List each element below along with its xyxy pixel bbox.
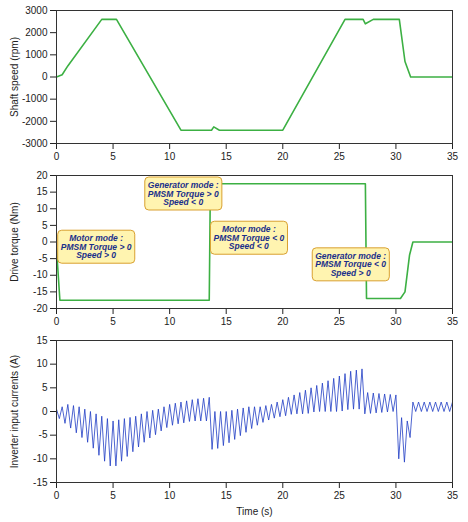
- svg-text:-10: -10: [33, 269, 48, 280]
- svg-text:-15: -15: [33, 286, 48, 297]
- svg-text:20: 20: [277, 490, 289, 501]
- svg-text:Time (s): Time (s): [236, 506, 272, 517]
- svg-text:Motor mode :PMSM Torque > 0Spe: Motor mode :PMSM Torque > 0Speed > 0: [61, 233, 132, 260]
- svg-text:-10: -10: [33, 453, 48, 464]
- svg-text:-3000: -3000: [22, 138, 48, 149]
- svg-text:5: 5: [110, 151, 116, 162]
- svg-text:15: 15: [221, 316, 233, 327]
- svg-text:10: 10: [164, 151, 176, 162]
- svg-text:Generator mode :PMSM Torque <: Generator mode :PMSM Torque < 0Speed > 0: [315, 251, 386, 278]
- svg-text:0: 0: [54, 490, 60, 501]
- svg-text:-15: -15: [33, 477, 48, 488]
- svg-text:20: 20: [277, 316, 289, 327]
- svg-text:20: 20: [36, 170, 48, 181]
- svg-text:10: 10: [36, 358, 48, 369]
- svg-text:35: 35: [447, 316, 459, 327]
- svg-text:5: 5: [110, 316, 116, 327]
- svg-text:-1000: -1000: [22, 93, 48, 104]
- svg-text:0: 0: [54, 316, 60, 327]
- svg-text:5: 5: [42, 220, 48, 231]
- svg-text:Inverter input currents (A): Inverter input currents (A): [9, 355, 20, 468]
- svg-text:3000: 3000: [25, 5, 48, 16]
- svg-text:10: 10: [36, 203, 48, 214]
- svg-text:15: 15: [36, 335, 48, 346]
- svg-text:0: 0: [54, 151, 60, 162]
- svg-text:-5: -5: [39, 429, 48, 440]
- svg-text:15: 15: [36, 186, 48, 197]
- svg-text:-2000: -2000: [22, 116, 48, 127]
- svg-text:10: 10: [164, 316, 176, 327]
- svg-text:5: 5: [110, 490, 116, 501]
- svg-text:Shaft speed (rpm): Shaft speed (rpm): [9, 37, 20, 117]
- svg-text:-5: -5: [39, 253, 48, 264]
- svg-text:Motor mode :PMSM Torque < 0Spe: Motor mode :PMSM Torque < 0Speed < 0: [213, 224, 284, 251]
- svg-text:0: 0: [42, 236, 48, 247]
- svg-text:35: 35: [447, 151, 459, 162]
- svg-text:15: 15: [221, 490, 233, 501]
- svg-text:30: 30: [390, 490, 402, 501]
- svg-text:25: 25: [334, 151, 346, 162]
- svg-text:30: 30: [390, 316, 402, 327]
- svg-text:10: 10: [164, 490, 176, 501]
- svg-text:Generator mode :PMSM Torque >: Generator mode :PMSM Torque > 0Speed < 0: [148, 180, 219, 207]
- svg-text:25: 25: [334, 316, 346, 327]
- svg-text:25: 25: [334, 490, 346, 501]
- svg-text:1000: 1000: [25, 49, 48, 60]
- svg-text:35: 35: [447, 490, 459, 501]
- svg-text:0: 0: [42, 71, 48, 82]
- svg-text:5: 5: [42, 382, 48, 393]
- svg-text:Drive torque (Nm): Drive torque (Nm): [9, 202, 20, 281]
- svg-text:15: 15: [221, 151, 233, 162]
- svg-text:0: 0: [42, 406, 48, 417]
- svg-text:30: 30: [390, 151, 402, 162]
- svg-text:-20: -20: [33, 303, 48, 314]
- svg-text:2000: 2000: [25, 27, 48, 38]
- svg-text:20: 20: [277, 151, 289, 162]
